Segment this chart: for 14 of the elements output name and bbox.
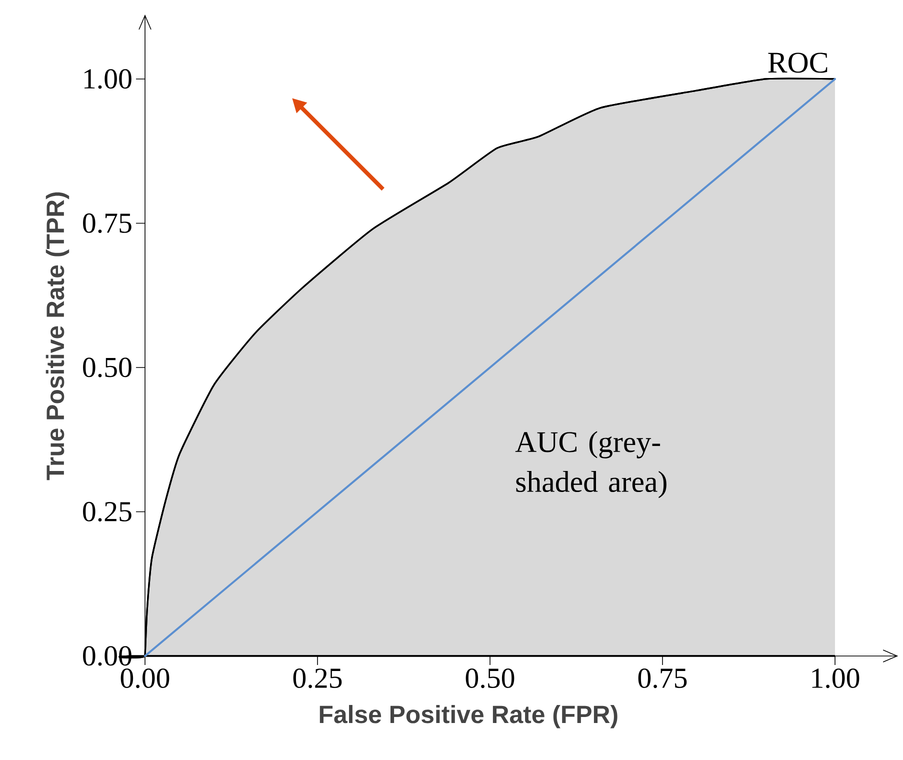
x-tick-label: 0.25 — [293, 668, 342, 688]
y-tick-label: 0.50 — [83, 358, 132, 378]
x-tick-label: 0.75 — [638, 668, 687, 688]
y-axis-title: True Positive Rate (TPR) — [46, 192, 70, 480]
annotation: AUC (grey-shaded area) — [515, 431, 666, 498]
x-axis-title: False Positive Rate (FPR) — [320, 704, 618, 728]
y-tick-label: 0.75 — [83, 213, 132, 234]
y-tick-label: 0.00 — [83, 646, 132, 666]
y-tick-label: 0.25 — [83, 502, 132, 522]
x-tick-label: 0.00 — [120, 668, 170, 688]
y-tick-label: 1.00 — [84, 69, 132, 89]
x-tick-label: 0.50 — [466, 668, 514, 688]
series-label: ROC — [768, 52, 828, 73]
x-tick-label: 1.00 — [812, 668, 860, 688]
